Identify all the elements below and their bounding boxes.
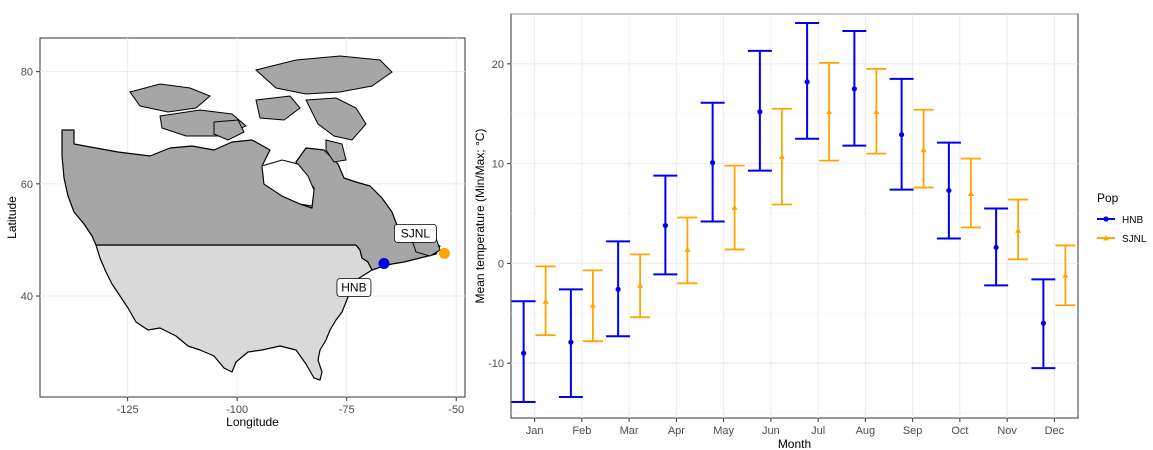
legend: Pop HNB SJNL — [1097, 191, 1147, 245]
map-label-box — [336, 278, 372, 297]
sjnl-point — [1015, 227, 1022, 233]
sjnl-point — [589, 302, 596, 308]
map-axes: -125 -100 -75 -50 40 60 80 — [21, 67, 464, 416]
map-xtick-label: -125 — [117, 404, 139, 416]
sjnl-point — [920, 146, 927, 153]
map-xtick-label: -75 — [339, 404, 355, 416]
map-xlabel: Longitude — [226, 415, 279, 429]
sjnl-point — [637, 282, 644, 288]
map-xtick-label: -50 — [448, 404, 464, 416]
hnb-point — [1040, 320, 1046, 326]
hnb-point — [710, 160, 716, 166]
hnb-point — [615, 286, 621, 292]
hudson-bay — [261, 159, 315, 207]
sjnl-point — [731, 204, 738, 210]
map-land — [61, 55, 441, 381]
sjnl-point — [826, 108, 833, 115]
temp-xlabel: Month — [778, 437, 811, 450]
hnb-point — [757, 109, 763, 115]
map-label-sjnl: SJNL — [401, 226, 431, 240]
temp-xtick-label: Mar — [620, 425, 639, 437]
map-ylabel: Latitude — [5, 196, 19, 239]
hnb-point — [851, 86, 857, 92]
legend-key-marker-hnb — [1103, 216, 1109, 222]
hnb-point — [521, 350, 527, 356]
temp-ytick-label: 20 — [492, 59, 504, 71]
sjnl-point — [873, 108, 880, 115]
sjnl-point — [967, 190, 974, 196]
temp-xtick-label: Apr — [668, 425, 685, 437]
hnb-point — [993, 244, 999, 251]
map-ytick-label: 40 — [21, 291, 33, 303]
sjnl-point — [1062, 272, 1069, 278]
arctic-island — [213, 119, 245, 141]
arctic-island — [254, 55, 393, 95]
map-label-box — [394, 223, 437, 243]
map-ytick-label: 80 — [21, 67, 33, 79]
map-point-sjnl — [438, 247, 450, 259]
temp-xtick-label: Jun — [762, 425, 780, 437]
canada-landmass — [61, 129, 441, 271]
hnb-point — [662, 222, 668, 229]
hnb-point — [899, 132, 905, 138]
temp-xtick-label: Sep — [903, 425, 923, 437]
temp-xtick-label: Aug — [856, 425, 876, 437]
arctic-island — [305, 97, 367, 141]
temp-ylabel: Mean temperature (Min/Max; °C) — [473, 129, 487, 304]
arctic-island — [255, 95, 301, 121]
temp-ytick-label: 10 — [492, 159, 504, 171]
arctic-island — [325, 139, 347, 163]
temp-ytick-label: -10 — [488, 358, 504, 370]
temp-xtick-label: Jan — [526, 425, 544, 437]
map-points: HNB SJNL — [336, 223, 450, 297]
map-label-hnb: HNB — [341, 280, 366, 294]
legend-items: HNB SJNL — [1097, 215, 1147, 245]
map-ytick-label: 60 — [21, 179, 33, 191]
temperature-panel: -10 0 10 20 Jan Feb Mar Apr May Jun Jul Aug Sep Oct No… — [473, 13, 1079, 450]
temp-xtick-label: Feb — [572, 425, 591, 437]
temp-marks — [511, 21, 1076, 404]
temp-ytick-label: 0 — [498, 258, 504, 270]
legend-label-sjnl: SJNL — [1122, 234, 1147, 245]
map-panel: -125 -100 -75 -50 40 60 80 HNB SJNL Longitude L… — [5, 37, 466, 429]
temp-plot-area — [510, 13, 1079, 419]
map-xtick-label: -100 — [226, 404, 248, 416]
temp-xtick-label: Oct — [951, 425, 968, 437]
hnb-point — [804, 79, 810, 85]
hnb-point — [568, 339, 574, 345]
legend-key-marker-sjnl — [1103, 235, 1109, 241]
map-point-hnb — [378, 257, 390, 269]
temp-gridlines — [511, 13, 1078, 418]
temp-xtick-label: Dec — [1045, 425, 1065, 437]
hnb-point — [946, 187, 952, 194]
temp-xtick-label: Jul — [811, 425, 825, 437]
legend-label-hnb: HNB — [1122, 215, 1143, 226]
legend-title: Pop — [1097, 191, 1119, 205]
temp-xtick-label: May — [713, 425, 734, 437]
sjnl-point — [684, 246, 691, 252]
sjnl-point — [542, 298, 549, 304]
sjnl-point — [778, 153, 785, 160]
arctic-island — [129, 83, 211, 113]
temp-axes: -10 0 10 20 Jan Feb Mar Apr May Jun Jul Aug Sep Oct No… — [488, 59, 1065, 437]
temp-xtick-label: Nov — [997, 425, 1017, 437]
